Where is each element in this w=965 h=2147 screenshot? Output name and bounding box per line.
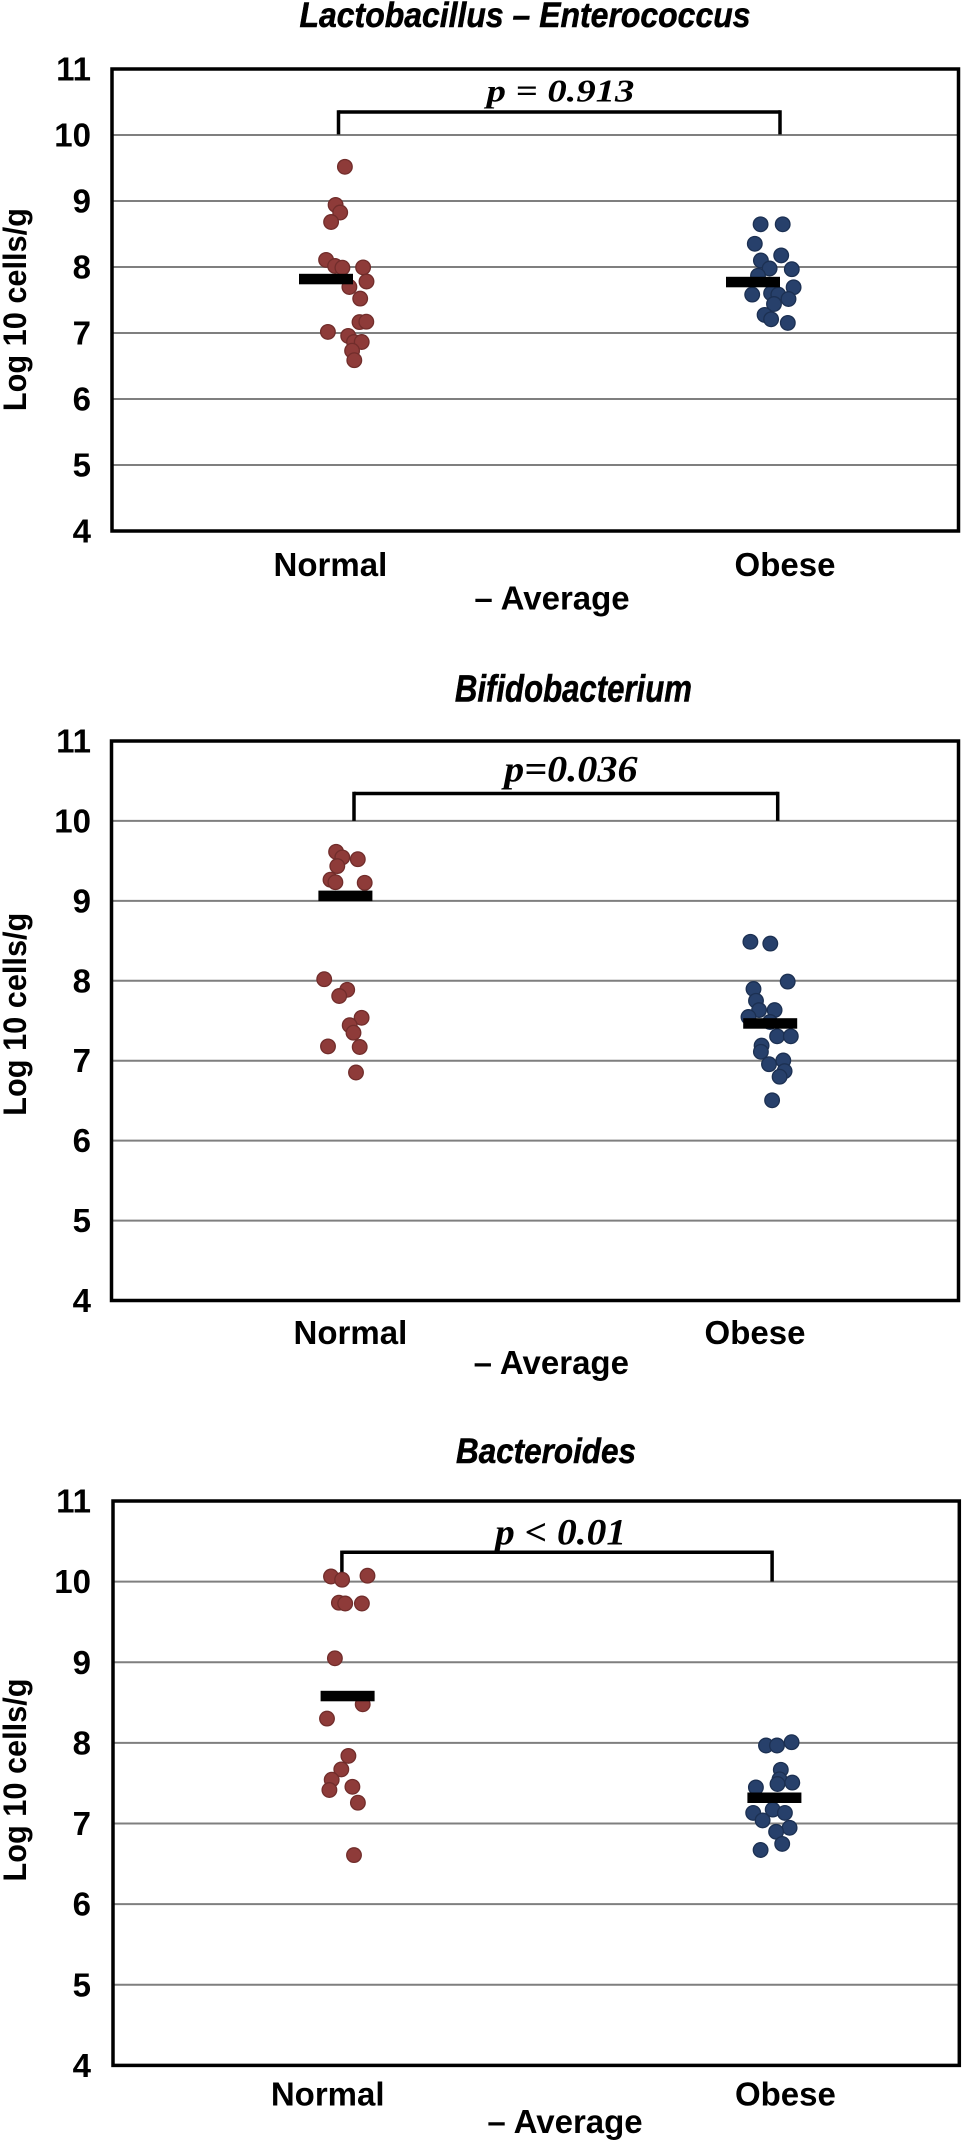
- svg-text:4: 4: [73, 2047, 92, 2084]
- svg-text:5: 5: [73, 1966, 91, 2003]
- svg-text:4: 4: [73, 513, 92, 550]
- svg-text:7: 7: [73, 315, 91, 352]
- svg-text:7: 7: [73, 1805, 91, 1842]
- svg-text:– Average: – Average: [487, 2103, 642, 2140]
- svg-text:Obese: Obese: [705, 1314, 806, 1351]
- svg-text:8: 8: [73, 249, 91, 286]
- svg-text:Bifidobacterium: Bifidobacterium: [455, 668, 692, 710]
- svg-text:5: 5: [73, 447, 91, 484]
- svg-text:6: 6: [73, 381, 91, 418]
- svg-text:6: 6: [73, 1122, 91, 1159]
- svg-text:9: 9: [73, 882, 91, 919]
- svg-text:4: 4: [73, 1282, 92, 1319]
- svg-text:p=0.036: p=0.036: [501, 749, 638, 790]
- svg-text:Bacteroides: Bacteroides: [456, 1432, 636, 1471]
- svg-text:8: 8: [73, 962, 91, 999]
- svg-text:7: 7: [73, 1042, 91, 1079]
- svg-text:Log 10 cells/g: Log 10 cells/g: [0, 1679, 33, 1882]
- svg-text:9: 9: [73, 183, 91, 220]
- svg-text:8: 8: [73, 1724, 91, 1761]
- svg-text:– Average: – Average: [474, 580, 629, 617]
- svg-text:– Average: – Average: [474, 1344, 629, 1381]
- svg-text:Normal: Normal: [271, 2076, 385, 2113]
- svg-text:5: 5: [73, 1202, 91, 1239]
- svg-text:Obese: Obese: [735, 2076, 836, 2113]
- svg-text:10: 10: [54, 802, 91, 839]
- svg-text:6: 6: [73, 1886, 91, 1923]
- svg-text:11: 11: [56, 1483, 91, 1520]
- svg-text:10: 10: [54, 117, 91, 154]
- svg-text:Obese: Obese: [735, 546, 836, 583]
- svg-text:Normal: Normal: [274, 546, 388, 583]
- svg-text:11: 11: [56, 51, 91, 88]
- svg-text:Log 10 cells/g: Log 10 cells/g: [0, 913, 33, 1116]
- svg-text:Lactobacillus – Enterococcus: Lactobacillus – Enterococcus: [300, 0, 751, 35]
- svg-text:Log 10 cells/g: Log 10 cells/g: [0, 208, 33, 411]
- svg-text:11: 11: [56, 723, 91, 760]
- svg-text:p = 0.913: p = 0.913: [483, 73, 634, 109]
- svg-text:Normal: Normal: [294, 1314, 408, 1351]
- svg-text:p < 0.01: p < 0.01: [492, 1512, 626, 1553]
- svg-text:9: 9: [73, 1644, 91, 1681]
- svg-text:10: 10: [54, 1563, 91, 1600]
